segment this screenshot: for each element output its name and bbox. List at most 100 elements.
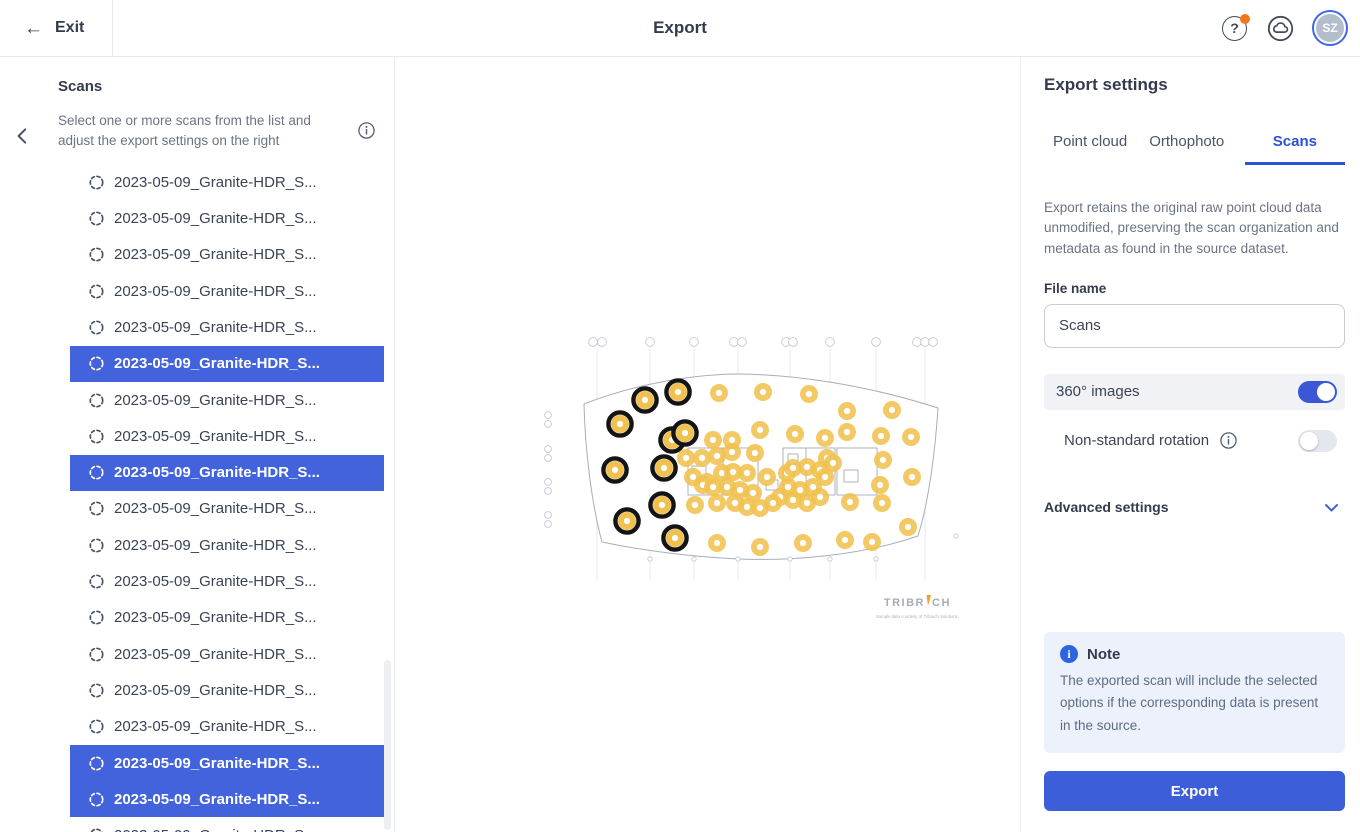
scan-dot-selected[interactable] (648, 491, 676, 519)
tab-scans[interactable]: Scans (1244, 127, 1345, 165)
scan-dot[interactable] (874, 451, 892, 469)
scan-dot[interactable] (872, 427, 890, 445)
scan-item-label: 2023-05-09_Granite-HDR_S... (114, 318, 317, 336)
scan-dot[interactable] (883, 401, 901, 419)
scan-dot[interactable] (708, 534, 726, 552)
advanced-settings-row[interactable]: Advanced settings (1044, 498, 1345, 517)
scan-dot[interactable] (686, 496, 704, 514)
scan-dot[interactable] (811, 488, 829, 506)
scan-dot[interactable] (704, 431, 722, 449)
scan-list-item[interactable]: 2023-05-09_Granite-HDR_S... (70, 200, 384, 236)
scan-dot[interactable] (784, 459, 802, 477)
scan-icon (89, 465, 104, 480)
scan-dot[interactable] (724, 463, 742, 481)
scan-list-item[interactable]: 2023-05-09_Granite-HDR_S... (70, 309, 384, 345)
scan-dot[interactable] (841, 493, 859, 511)
scan-item-label: 2023-05-09_Granite-HDR_S... (114, 427, 317, 445)
scan-list-item[interactable]: 2023-05-09_Granite-HDR_S... (70, 418, 384, 454)
scan-dot[interactable] (708, 494, 726, 512)
scan-dot[interactable] (794, 534, 812, 552)
images-360-toggle[interactable] (1298, 380, 1337, 403)
scan-list-item[interactable]: 2023-05-09_Granite-HDR_S... (70, 817, 384, 832)
help-icon[interactable]: ? (1222, 13, 1250, 41)
scan-list-item-selected[interactable]: 2023-05-09_Granite-HDR_S... (70, 454, 384, 491)
scan-dot-selected[interactable] (631, 386, 659, 414)
scan-dot[interactable] (751, 538, 769, 556)
floorplan-map[interactable]: TRIBR CH Sample data courtesy of Tribrac… (540, 330, 960, 630)
scan-dot[interactable] (744, 484, 762, 502)
scan-dot[interactable] (903, 468, 921, 486)
scan-dot[interactable] (816, 468, 834, 486)
scan-dot[interactable] (710, 384, 728, 402)
info-icon[interactable] (357, 121, 376, 140)
scan-dot[interactable] (764, 494, 782, 512)
scan-dot-selected[interactable] (664, 378, 692, 406)
scan-list-item[interactable]: 2023-05-09_Granite-HDR_S... (70, 237, 384, 273)
scan-dot[interactable] (899, 518, 917, 536)
scan-dot[interactable] (738, 464, 756, 482)
avatar[interactable]: SZ (1312, 10, 1348, 46)
export-settings-panel: Export settings Point cloud Orthophoto Sca… (1020, 57, 1360, 832)
scan-dot[interactable] (871, 476, 889, 494)
scan-dot-selected[interactable] (650, 454, 678, 482)
scan-list-item[interactable]: 2023-05-09_Granite-HDR_S... (70, 491, 384, 527)
scan-dot-selected[interactable] (671, 419, 699, 447)
tab-point-cloud[interactable]: Point cloud (1053, 133, 1128, 150)
non-standard-rotation-toggle[interactable] (1298, 429, 1337, 452)
rotation-info-icon[interactable] (1219, 431, 1238, 450)
scan-dot[interactable] (824, 454, 842, 472)
scan-dot[interactable] (677, 449, 695, 467)
scan-icon (89, 755, 104, 771)
scrollbar-thumb[interactable] (384, 660, 391, 830)
scan-item-label: 2023-05-09_Granite-HDR_S... (114, 210, 317, 228)
scan-dot[interactable] (758, 468, 776, 486)
scan-dot-selected[interactable] (601, 456, 629, 484)
scan-item-label: 2023-05-09_Granite-HDR_S... (114, 282, 317, 300)
exit-button[interactable]: ← Exit (0, 0, 113, 56)
collapse-sidebar-chevron-icon[interactable] (12, 125, 34, 147)
scan-dot[interactable] (902, 428, 920, 446)
scan-dot[interactable] (816, 429, 834, 447)
cloud-sync-icon[interactable] (1267, 15, 1294, 42)
scan-dot[interactable] (704, 478, 722, 496)
scan-icon (89, 284, 104, 299)
scan-dot[interactable] (693, 449, 711, 467)
file-name-input[interactable] (1044, 303, 1345, 348)
scan-dot[interactable] (800, 385, 818, 403)
scan-list-item[interactable]: 2023-05-09_Granite-HDR_S... (70, 563, 384, 599)
scan-dot[interactable] (723, 443, 741, 461)
scan-list-item[interactable]: 2023-05-09_Granite-HDR_S... (70, 600, 384, 636)
scan-dot-selected[interactable] (606, 410, 634, 438)
scan-dot[interactable] (751, 421, 769, 439)
scan-list-item[interactable]: 2023-05-09_Granite-HDR_S... (70, 273, 384, 309)
scan-list-item[interactable]: 2023-05-09_Granite-HDR_S... (70, 709, 384, 745)
scan-dot[interactable] (746, 444, 764, 462)
scan-dot[interactable] (836, 531, 854, 549)
scan-dot[interactable] (838, 402, 856, 420)
scan-dot-selected[interactable] (661, 524, 689, 552)
scan-dot[interactable] (708, 447, 726, 465)
scan-dot-selected[interactable] (613, 507, 641, 535)
scan-list-item-selected[interactable]: 2023-05-09_Granite-HDR_S... (70, 345, 384, 382)
scan-dot[interactable] (786, 425, 804, 443)
tab-orthophoto[interactable]: Orthophoto (1149, 133, 1225, 150)
scan-list-item[interactable]: 2023-05-09_Granite-HDR_S... (70, 527, 384, 563)
scan-list-item[interactable]: 2023-05-09_Granite-HDR_S... (70, 382, 384, 418)
scan-dot[interactable] (863, 533, 881, 551)
scan-dot[interactable] (754, 383, 772, 401)
scan-list-item-selected[interactable]: 2023-05-09_Granite-HDR_S... (70, 781, 384, 818)
scan-dot[interactable] (784, 491, 802, 509)
scan-list-item-selected[interactable]: 2023-05-09_Granite-HDR_S... (70, 744, 384, 782)
scan-dot[interactable] (738, 498, 756, 516)
scan-list-item[interactable]: 2023-05-09_Granite-HDR_S... (70, 636, 384, 672)
scan-item-label: 2023-05-09_Granite-HDR_S... (114, 754, 320, 772)
scan-dot[interactable] (838, 423, 856, 441)
scan-dot[interactable] (873, 494, 891, 512)
scan-list-item[interactable]: 2023-05-09_Granite-HDR_S... (70, 164, 384, 200)
export-tabs: Point cloud Orthophoto Scans (1044, 127, 1345, 165)
logo-tick-icon (926, 595, 931, 606)
scan-icon (89, 320, 104, 335)
export-button[interactable]: Export (1044, 771, 1345, 811)
scan-icon (89, 719, 104, 734)
scan-list-item[interactable]: 2023-05-09_Granite-HDR_S... (70, 672, 384, 708)
